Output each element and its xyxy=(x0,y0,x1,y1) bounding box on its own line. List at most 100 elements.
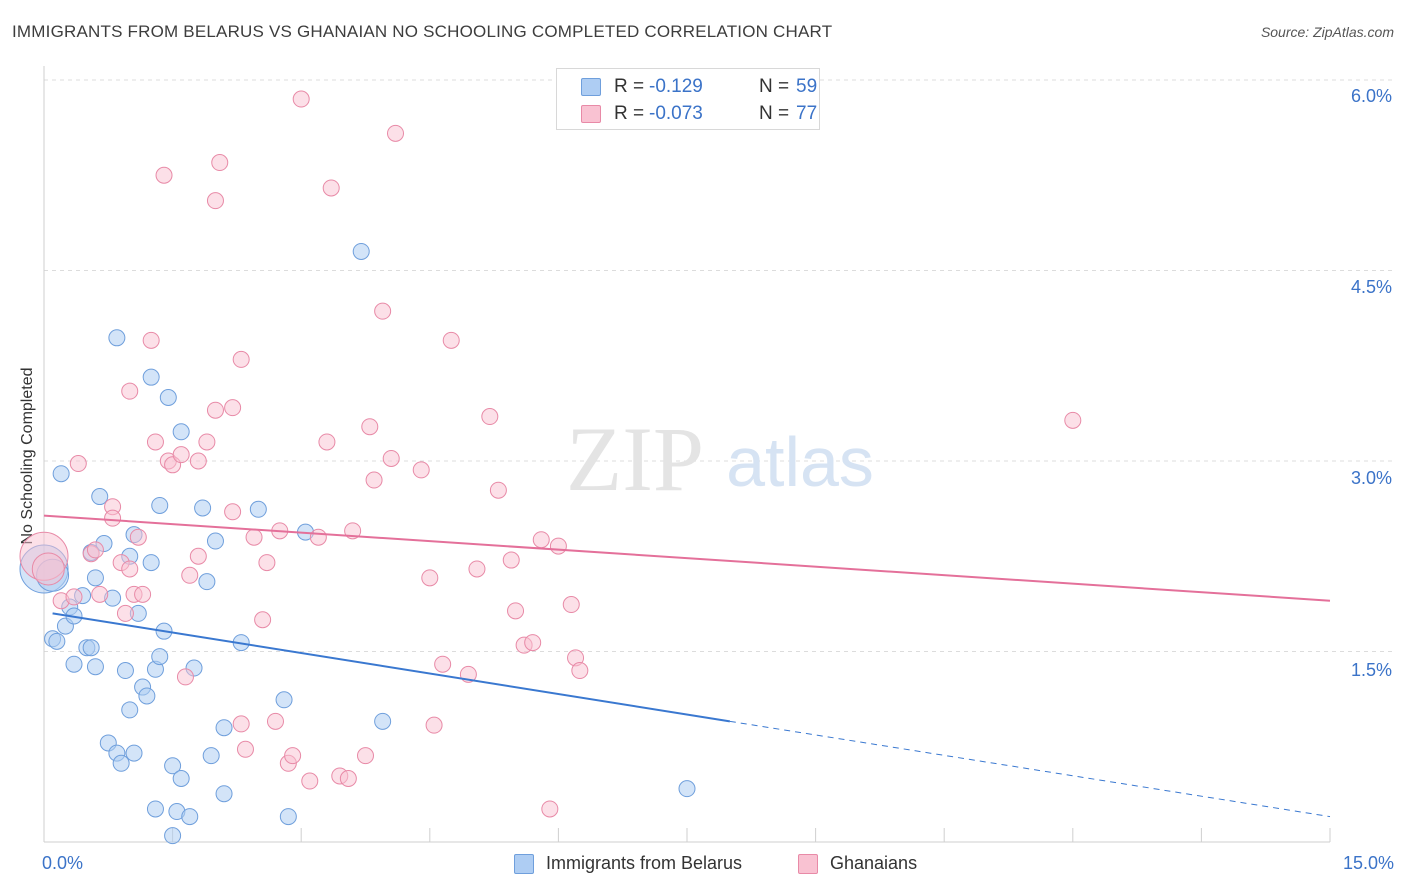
chart-title: IMMIGRANTS FROM BELARUS VS GHANAIAN NO S… xyxy=(12,22,833,41)
point-belarus-45 xyxy=(198,573,216,591)
point-ghanaians-30 xyxy=(211,154,229,172)
point-ghanaians-16 xyxy=(134,585,152,603)
y-tick-label-4-5: 4.5% xyxy=(1350,277,1392,297)
point-ghanaians-13 xyxy=(121,382,139,400)
trend-line-belarus xyxy=(52,612,731,723)
point-belarus-25 xyxy=(125,744,143,762)
point-ghanaians-57 xyxy=(412,461,430,479)
point-ghanaians-12 xyxy=(121,560,139,578)
point-belarus-48 xyxy=(215,719,233,737)
point-belarus-9 xyxy=(65,655,83,673)
point-belarus-55 xyxy=(352,242,370,260)
point-ghanaians-15 xyxy=(129,528,147,546)
point-ghanaians-9 xyxy=(104,509,122,527)
point-ghanaians-29 xyxy=(206,192,224,210)
point-ghanaians-75 xyxy=(1064,411,1082,429)
watermark-zip: ZIP xyxy=(566,408,704,510)
point-ghanaians-37 xyxy=(254,611,272,629)
y-tick-label-1-5: 1.5% xyxy=(1350,660,1392,680)
point-belarus-22 xyxy=(116,662,134,680)
point-ghanaians-59 xyxy=(425,716,443,734)
point-belarus-24 xyxy=(121,701,139,719)
point-ghanaians-47 xyxy=(322,179,340,197)
point-ghanaians-58 xyxy=(421,569,439,587)
point-belarus-2 xyxy=(52,465,70,483)
point-ghanaians-76 xyxy=(434,655,452,673)
point-ghanaians-55 xyxy=(382,449,400,467)
x-tick-label-max: 15.0% xyxy=(1342,853,1394,873)
point-ghanaians-71 xyxy=(549,537,567,555)
r-value-belarus: -0.129 xyxy=(649,76,703,97)
point-ghanaians-42 xyxy=(284,747,302,765)
point-ghanaians-25 xyxy=(189,547,207,565)
point-ghanaians-54 xyxy=(374,302,392,320)
point-belarus-41 xyxy=(172,423,190,441)
point-belarus-35 xyxy=(151,496,169,514)
ghanaians-swatch xyxy=(581,105,601,123)
point-ghanaians-17 xyxy=(142,331,160,349)
point-ghanaians-69 xyxy=(532,531,550,549)
trend-lines xyxy=(43,514,1331,818)
point-belarus-51 xyxy=(249,500,267,518)
trend-line-belarus-extension xyxy=(729,720,1331,818)
point-ghanaians-18 xyxy=(146,433,164,451)
n-value-belarus: 59 xyxy=(796,76,818,97)
point-belarus-20 xyxy=(112,754,130,772)
y-tick-label-3: 3.0% xyxy=(1350,468,1392,488)
point-belarus-29 xyxy=(138,687,156,705)
series-ghanaians xyxy=(19,90,1082,818)
source-label: Source: ZipAtlas.com xyxy=(1260,24,1394,40)
point-ghanaians-23 xyxy=(176,668,194,686)
point-belarus-46 xyxy=(202,747,220,765)
point-ghanaians-52 xyxy=(361,418,379,436)
point-ghanaians-56 xyxy=(387,124,405,142)
point-ghanaians-19 xyxy=(155,166,173,184)
point-belarus-12 xyxy=(86,658,104,676)
point-ghanaians-33 xyxy=(232,350,250,368)
point-ghanaians-34 xyxy=(232,715,250,733)
point-ghanaians-28 xyxy=(206,401,224,419)
legend-swatch-belarus xyxy=(514,854,534,874)
point-ghanaians-39 xyxy=(266,712,284,730)
point-belarus-11 xyxy=(82,639,100,657)
point-ghanaians-1 xyxy=(31,552,65,586)
point-belarus-21 xyxy=(108,329,126,347)
point-ghanaians-64 xyxy=(489,481,507,499)
point-ghanaians-66 xyxy=(507,602,525,620)
legend-label-ghanaians: Ghanaians xyxy=(830,853,918,873)
point-belarus-14 xyxy=(86,569,104,587)
point-ghanaians-49 xyxy=(339,770,357,787)
watermark-atlas: atlas xyxy=(726,423,874,501)
point-ghanaians-65 xyxy=(502,551,520,569)
legend-label-belarus: Immigrants from Belarus xyxy=(546,853,743,873)
trend-line-ghanaians xyxy=(43,514,1331,602)
point-ghanaians-36 xyxy=(245,528,263,546)
point-belarus-37 xyxy=(159,389,177,406)
point-belarus-34 xyxy=(142,368,160,386)
point-ghanaians-68 xyxy=(524,634,542,652)
point-ghanaians-11 xyxy=(116,604,134,622)
r-label: R = xyxy=(614,76,645,97)
belarus-swatch xyxy=(581,78,601,96)
point-ghanaians-60 xyxy=(442,331,460,349)
point-ghanaians-6 xyxy=(86,541,104,559)
point-ghanaians-63 xyxy=(481,408,499,426)
point-ghanaians-32 xyxy=(224,503,242,521)
n-label: N = xyxy=(759,103,790,124)
point-ghanaians-46 xyxy=(318,433,336,451)
point-belarus-30 xyxy=(142,554,160,572)
n-value-ghanaians: 77 xyxy=(796,103,818,124)
point-belarus-49 xyxy=(215,785,233,803)
point-ghanaians-70 xyxy=(541,800,559,818)
point-belarus-44 xyxy=(194,499,212,517)
legend-swatch-ghanaians xyxy=(798,854,818,874)
point-belarus-58 xyxy=(164,827,182,845)
point-ghanaians-72 xyxy=(562,596,580,614)
point-ghanaians-44 xyxy=(301,772,319,790)
r-label: R = xyxy=(614,103,645,124)
point-ghanaians-53 xyxy=(365,471,383,489)
point-belarus-53 xyxy=(279,808,297,826)
point-ghanaians-45 xyxy=(309,528,327,546)
r-value-ghanaians: -0.073 xyxy=(649,103,703,124)
x-tick-label-min: 0.0% xyxy=(42,853,84,873)
